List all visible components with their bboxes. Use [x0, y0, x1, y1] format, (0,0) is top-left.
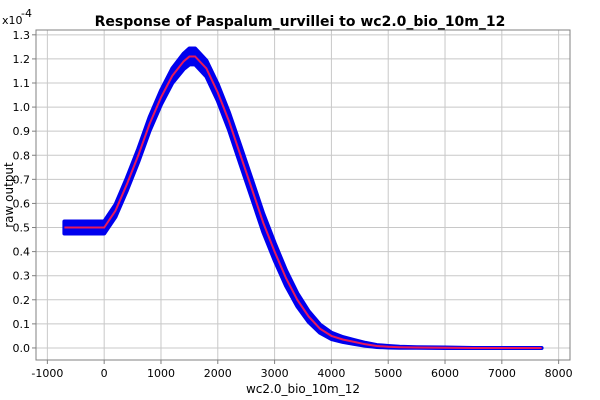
x-tick-label: 8000: [545, 367, 573, 380]
x-axis-ticks: -1000 0 1000 2000 3000 4000 5000 6000 7000 8000: [31, 360, 573, 380]
x-tick-label: 4000: [317, 367, 345, 380]
y-tick-label: 0.9: [13, 125, 31, 138]
y-tick-label: 0.1: [13, 318, 31, 331]
y-tick-label: 0.2: [13, 294, 31, 307]
y-tick-label: 1.1: [13, 77, 31, 90]
y-tick-label: 0.6: [13, 197, 31, 210]
y-tick-label: 1.0: [13, 101, 31, 114]
response-band: [62, 46, 544, 350]
plot-frame: [35, 29, 571, 361]
y-tick-label: 1.2: [13, 53, 31, 66]
y-tick-label: 0.3: [13, 270, 31, 283]
x-tick-label: 0: [101, 367, 108, 380]
x-tick-label: 6000: [431, 367, 459, 380]
x-tick-label: 5000: [374, 367, 402, 380]
x-tick-label: 1000: [147, 367, 175, 380]
y-tick-label: 0.7: [13, 173, 31, 186]
x-axis-label: wc2.0_bio_10m_12: [246, 382, 360, 396]
mean-response-line: [64, 55, 542, 349]
y-tick-label: 0.5: [13, 222, 31, 235]
x-tick-label: 3000: [261, 367, 289, 380]
y-axis-label: raw output: [2, 162, 16, 228]
y-multiplier-base: x10: [2, 14, 23, 27]
x-tick-label: 2000: [204, 367, 232, 380]
y-multiplier-exponent: -4: [21, 7, 32, 20]
x-tick-label: -1000: [31, 367, 63, 380]
y-tick-label: 0.4: [13, 246, 31, 259]
mean-response-polyline: [64, 55, 542, 349]
y-tick-label: 1.3: [13, 29, 31, 42]
y-tick-label: 0.8: [13, 149, 31, 162]
x-tick-label: 7000: [488, 367, 516, 380]
y-axis-ticks: 0.0 0.1 0.2 0.3 0.4 0.5 0.6 0.7 0.8 0.9 1.0 1.1 1.2 1…: [13, 29, 36, 355]
chart-title: Response of Paspalum_urvillei to wc2.0_b…: [94, 14, 506, 30]
y-tick-label: 0.0: [13, 342, 31, 355]
response-band-area: [62, 46, 544, 350]
